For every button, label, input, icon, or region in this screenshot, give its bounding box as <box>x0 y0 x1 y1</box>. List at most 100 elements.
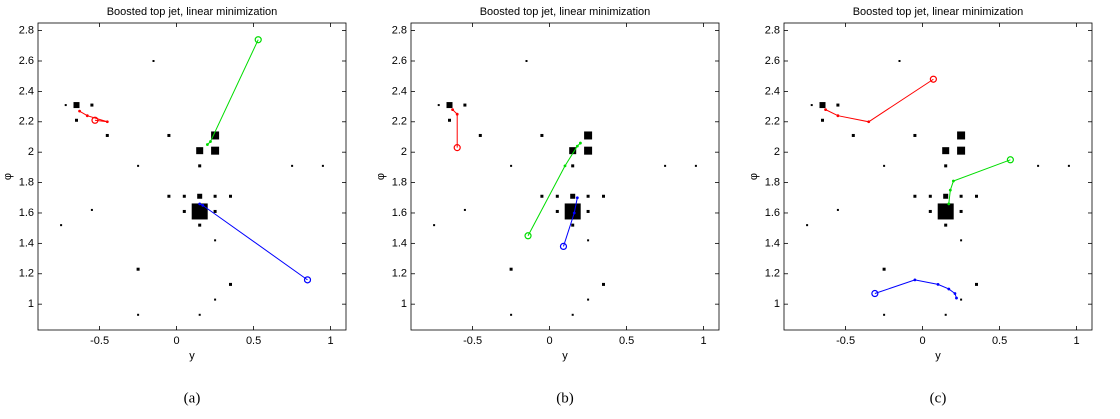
cell <box>883 164 886 167</box>
cell <box>555 209 559 213</box>
chart-title: Boosted top jet, linear minimization <box>480 6 651 18</box>
cell <box>943 193 949 199</box>
y-tick-label: 2.8 <box>392 25 407 37</box>
cell <box>213 194 217 198</box>
x-tick-label: 0 <box>547 335 553 347</box>
cell <box>913 194 917 198</box>
panel: Boosted top jet, linear minimization y φ (b… <box>375 6 720 406</box>
panel: Boosted top jet, linear minimization y φ (a… <box>2 6 347 406</box>
step-point <box>85 114 89 118</box>
y-tick-label: 2.4 <box>765 85 780 97</box>
y-tick-label: 1 <box>774 298 780 310</box>
x-tick-label: 0 <box>174 335 180 347</box>
cell <box>1037 164 1040 167</box>
y-tick-label: 1.8 <box>392 176 407 188</box>
start-point <box>91 116 99 124</box>
x-tick-label: 1 <box>1074 335 1080 347</box>
cell <box>960 239 963 242</box>
x-tick-label: 0.5 <box>246 335 261 347</box>
y-tick-label: 2.6 <box>765 55 780 67</box>
cell <box>152 59 155 62</box>
cell <box>959 194 963 198</box>
cell <box>571 164 575 168</box>
chart-title: Boosted top jet, linear minimization <box>107 6 278 18</box>
cell <box>229 194 232 198</box>
step-point <box>936 283 940 286</box>
step-point <box>836 114 840 118</box>
cell <box>213 209 217 213</box>
y-tick-label: 2 <box>774 146 780 158</box>
start-point <box>871 289 879 298</box>
step-point <box>867 120 871 124</box>
y-axis-label: φ <box>2 173 14 180</box>
trajectory <box>825 78 934 123</box>
cell <box>433 224 436 227</box>
cell <box>810 104 813 107</box>
chart-title: Boosted top jet, linear minimization <box>853 6 1024 18</box>
cell <box>571 223 575 227</box>
step-point <box>913 278 917 282</box>
cell <box>182 209 186 213</box>
y-tick-label: 1.8 <box>19 176 34 188</box>
cell <box>90 103 94 107</box>
cell <box>569 147 577 155</box>
y-axis-label: φ <box>748 173 760 180</box>
step-point <box>952 179 955 183</box>
x-tick-label: 0.5 <box>992 335 1007 347</box>
step-point <box>206 143 209 146</box>
plot-area <box>783 22 1093 331</box>
cell <box>571 313 574 316</box>
caption: (a) <box>184 390 201 406</box>
cell <box>898 59 901 62</box>
step-point <box>575 144 579 148</box>
y-tick-label: 2 <box>401 146 407 158</box>
cell <box>806 224 809 227</box>
step-point <box>948 188 952 192</box>
x-tick-label: 1 <box>328 335 334 347</box>
cell <box>540 133 544 137</box>
cell <box>928 209 932 213</box>
cell <box>446 102 453 109</box>
y-tick-label: 1.6 <box>19 207 34 219</box>
cell <box>136 267 140 271</box>
y-tick-label: 2.8 <box>19 25 34 37</box>
step-point <box>105 120 109 124</box>
cell <box>73 102 80 109</box>
x-tick-label: 1 <box>701 335 707 347</box>
cell <box>198 223 202 227</box>
y-tick-label: 2.2 <box>765 116 780 128</box>
cell <box>928 194 932 198</box>
y-tick-label: 2.2 <box>392 116 407 128</box>
y-tick-label: 1.6 <box>765 207 780 219</box>
start-point <box>929 75 937 83</box>
cell <box>819 102 826 109</box>
cell <box>137 164 140 167</box>
caption: (c) <box>930 390 947 406</box>
trajectory <box>527 142 581 237</box>
cell <box>478 133 482 137</box>
step-point <box>575 196 579 200</box>
cell <box>975 282 978 286</box>
cell <box>882 267 886 271</box>
cell <box>60 224 63 227</box>
cell <box>975 194 978 198</box>
step-point <box>947 202 951 206</box>
start-point <box>1006 156 1014 164</box>
cell <box>197 193 203 199</box>
step-point <box>563 164 567 168</box>
x-axis-label: y <box>562 350 568 362</box>
x-axis-label: y <box>935 350 941 362</box>
cell <box>944 223 948 227</box>
cell <box>463 208 466 211</box>
trajectory <box>948 159 1011 204</box>
cell <box>510 164 513 167</box>
cell <box>586 209 590 213</box>
y-tick-label: 1 <box>401 298 407 310</box>
cell <box>214 298 217 301</box>
cell <box>167 133 171 137</box>
y-tick-label: 2 <box>28 146 34 158</box>
cell <box>944 313 947 316</box>
cell <box>214 239 217 242</box>
cell <box>448 118 451 122</box>
